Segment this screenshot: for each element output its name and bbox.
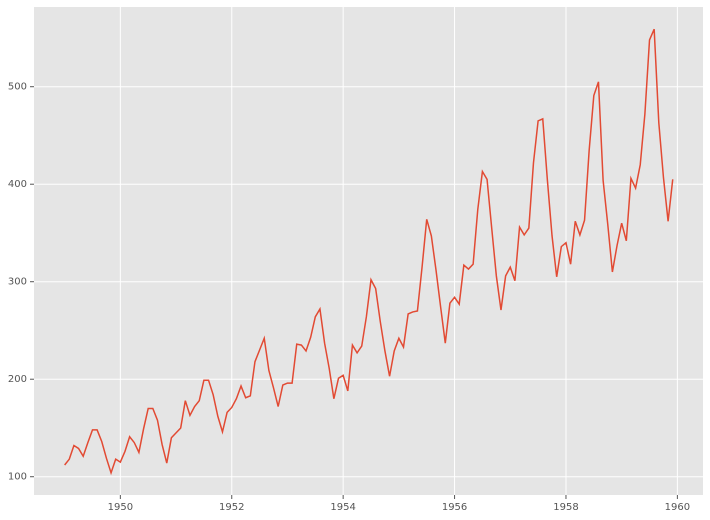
x-tick-label: 1954: [330, 502, 355, 513]
line-series: [64, 28, 674, 476]
y-tick-label: 500: [8, 82, 27, 93]
y-tick-label: 300: [8, 277, 27, 288]
x-tick-label: 1950: [108, 502, 133, 513]
x-tick-label: 1960: [665, 502, 690, 513]
x-tick-label: 1952: [219, 502, 244, 513]
x-tick-label: 1958: [553, 502, 578, 513]
y-tick-label: 200: [8, 374, 27, 385]
x-tick-label: 1956: [442, 502, 467, 513]
y-tick-label: 100: [8, 472, 27, 483]
plot-area: [34, 7, 703, 495]
y-tick-label: 400: [8, 179, 27, 190]
